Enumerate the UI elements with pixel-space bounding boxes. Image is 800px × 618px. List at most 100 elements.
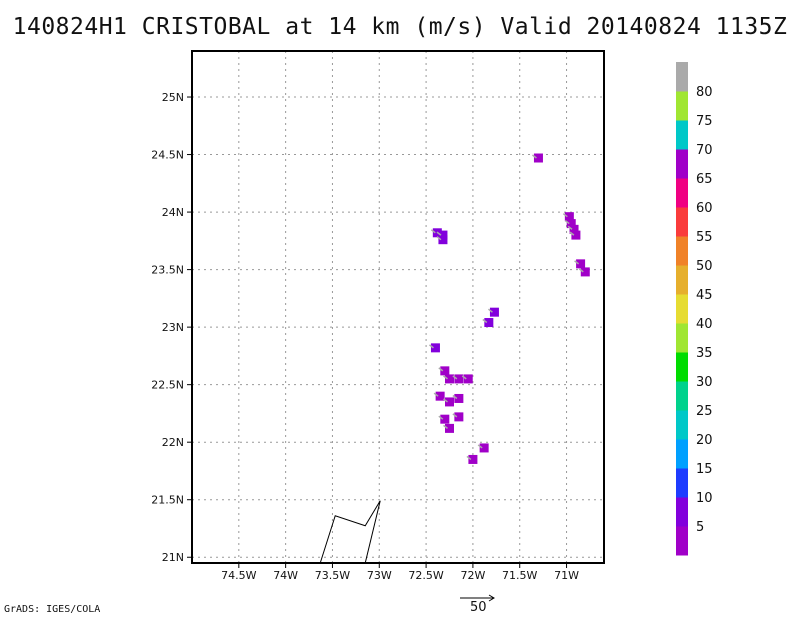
wind-arrow [482,318,488,324]
y-tick-label: 25N [162,91,184,104]
x-tick-label: 74.5W [221,569,256,582]
colorbar-label: 10 [696,491,713,506]
colorbar-label: 65 [696,172,713,187]
wind-arrows-layer [429,154,584,461]
reference-vector-label: 50 [470,600,487,615]
tick-labels-layer: 74.5W 74W 73.5W 73W 72.5W 72W 71.5W 71W 21N 21.5N… [151,91,579,582]
data-cell [454,393,464,403]
plot-frame [191,50,605,564]
wind-arrow [452,375,458,380]
colorbar-segment [676,381,688,411]
colorbar-label: 35 [696,346,713,361]
wind-arrow [443,398,448,403]
wind-barb [319,500,381,564]
x-tick-label: 72.5W [408,569,443,582]
data-cell [438,230,448,240]
wind-arrow [466,455,472,461]
y-tick-label: 24.5N [151,149,184,162]
colorbar-segment [676,294,688,324]
colorbar-segment [676,120,688,150]
wind-arrow [564,219,570,225]
data-cell [479,443,489,453]
colorbar-segment [676,236,688,266]
data-cell [468,454,478,464]
x-tick-label: 73.5W [315,569,350,582]
y-tick-label: 21.5N [151,494,184,507]
y-tick-label: 21N [162,551,184,564]
colorbar-label: 20 [696,433,713,448]
wind-arrow [452,413,458,418]
wind-arrow [567,225,573,230]
data-cell [445,374,454,384]
data-cell [430,343,440,353]
data-cell [440,414,450,424]
data-cell [580,267,590,277]
wind-arrow [578,268,584,273]
colorbar-segment [676,91,688,121]
colorbar-label: 25 [696,404,713,419]
data-cell [569,224,579,234]
data-cell [576,259,586,269]
colorbar-segment [676,207,688,237]
wind-arrow [461,375,467,380]
data-cells-layer [430,153,590,464]
wind-arrow [477,444,483,449]
wind-arrow [438,367,444,372]
colorbar: 5 10 15 20 25 30 35 40 45 50 55 60 65 70 75 80 [676,62,713,556]
colorbar-label: 80 [696,85,713,100]
wind-arrow [429,344,434,349]
wind-arrow [436,231,442,236]
colorbar-segment [676,410,688,440]
colorbar-segment [676,468,688,498]
colorbar-label: 60 [696,201,713,216]
y-tick-label: 23N [162,321,184,334]
reference-vector-head [488,594,495,602]
colorbar-label: 55 [696,230,713,245]
colorbar-label: 50 [696,259,713,274]
colorbar-label: 75 [696,114,713,129]
y-tick-label: 24N [162,206,184,219]
data-cell [484,318,494,328]
wind-arrow [438,415,444,420]
data-cell [564,212,574,222]
wind-arrow [436,236,442,241]
data-cell [454,374,464,384]
x-tick-label: 71W [554,569,579,582]
wind-arrow [569,231,575,236]
colorbar-segment [676,526,688,556]
colorbar-segment [676,178,688,208]
x-tick-label: 72W [460,569,485,582]
data-cell [533,153,543,163]
colorbar-segment [676,352,688,382]
data-cell [454,412,464,422]
x-tick-label: 71.5W [502,569,537,582]
wind-arrow [430,229,436,234]
colorbar-label: 15 [696,462,713,477]
chart-title: 140824H1 CRISTOBAL at 14 km (m/s) Valid … [12,14,788,40]
data-cell [440,366,450,376]
x-tick-label: 73W [367,569,392,582]
wind-arrow [532,154,537,159]
grid-layer [192,51,604,563]
colorbar-label: 5 [696,520,704,535]
colorbar-label: 40 [696,317,713,332]
wind-arrow [443,375,448,380]
colorbar-label: 30 [696,375,713,390]
x-tick-label: 74W [273,569,298,582]
data-cell [566,219,576,229]
data-cell [438,235,448,245]
colorbar-segment [676,439,688,469]
colorbar-label: 70 [696,143,713,158]
data-cell [435,391,445,401]
colorbar-segment [676,149,688,179]
wind-arrow [562,213,568,218]
colorbar-segment [676,265,688,295]
wind-arrow [433,392,439,397]
y-tick-label: 22N [162,436,184,449]
colorbar-segment [676,323,688,353]
reference-vector [460,594,495,602]
data-cell [445,397,454,407]
grads-credit: GrADS: IGES/COLA [4,604,101,615]
wind-arrow [443,424,448,429]
